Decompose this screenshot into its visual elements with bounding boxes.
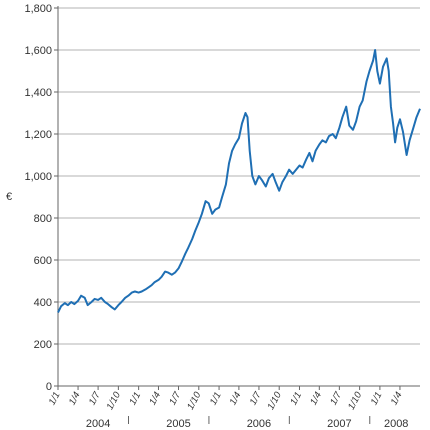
- y-tick-label: 1,200: [24, 129, 52, 141]
- year-label: 2007: [327, 418, 351, 430]
- y-axis-label: €: [6, 191, 12, 203]
- y-tick-label: 600: [34, 255, 52, 267]
- axes: [54, 6, 420, 424]
- year-label: 2005: [166, 418, 190, 430]
- x-tick-label: 1/1: [369, 390, 385, 407]
- x-tick-label: 1/10: [105, 390, 124, 412]
- year-label: 2008: [384, 418, 408, 430]
- x-tick-label: 1/7: [328, 390, 344, 407]
- y-tick-label: 800: [34, 213, 52, 225]
- x-tick-label: 1/10: [346, 390, 365, 412]
- x-tick-label: 1/1: [47, 390, 63, 407]
- y-tick-label: 1,600: [24, 45, 52, 57]
- x-tick-label: 1/10: [185, 390, 204, 412]
- x-tick-label: 1/7: [87, 390, 103, 407]
- x-tick-labels: 1/1 1/4 1/7 1/10 1/1 1/4 1/7 1/10 1/1 1/4 1/7 1/10 1…: [47, 390, 405, 412]
- x-tick-label: 1/7: [167, 390, 183, 407]
- gridlines: [58, 7, 420, 345]
- year-label: 2006: [247, 418, 271, 430]
- x-tick-label: 1/4: [147, 390, 163, 407]
- y-tick-label: 1,800: [24, 3, 52, 15]
- year-labels: 2004 2005 2006 2007 2008: [86, 418, 409, 430]
- x-tick-label: 1/1: [208, 390, 224, 407]
- y-tick-label: 1,400: [24, 87, 52, 99]
- x-tick-label: 1/1: [127, 390, 143, 407]
- y-tick-label: 400: [34, 297, 52, 309]
- x-tick-label: 1/1: [288, 390, 304, 407]
- y-tick-labels: 0 200 400 600 800 1,000 1,200 1,400 1,600 1,800: [24, 3, 52, 393]
- y-tick-label: 1,000: [24, 171, 52, 183]
- x-tick-label: 1/4: [389, 390, 405, 407]
- x-tick-label: 1/4: [308, 390, 324, 407]
- x-tick-label: 1/4: [67, 390, 83, 407]
- series-line: [57, 49, 421, 313]
- y-tick-label: 200: [34, 339, 52, 351]
- y-tick-label: 0: [46, 381, 52, 393]
- x-tick-label: 1/10: [265, 390, 284, 412]
- x-tick-label: 1/4: [228, 390, 244, 407]
- series: [57, 49, 421, 313]
- year-label: 2004: [86, 418, 110, 430]
- x-tick-label: 1/7: [248, 390, 264, 407]
